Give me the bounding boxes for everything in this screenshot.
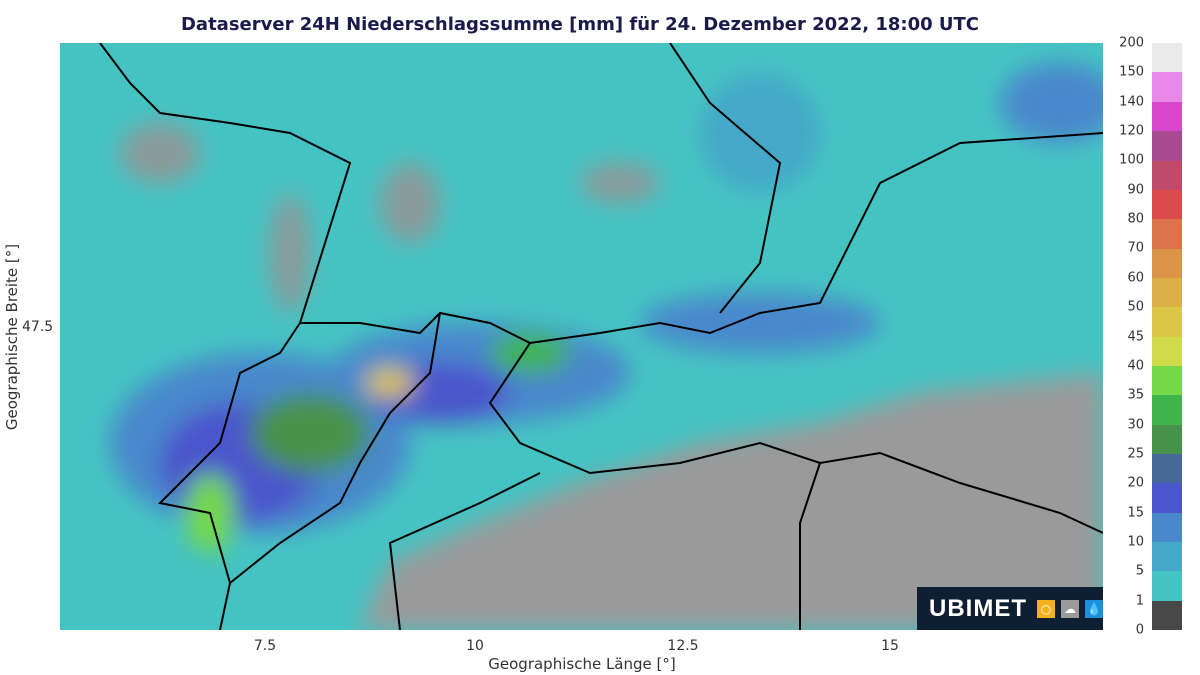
colorbar-segment	[1152, 424, 1182, 454]
colorbar-label: 50	[1127, 299, 1144, 315]
dry-area	[580, 163, 660, 203]
y-tick: 47.5	[22, 319, 54, 335]
colorbar-label: 60	[1127, 270, 1144, 286]
colorbar-label: 35	[1127, 387, 1144, 403]
colorbar-segment	[1152, 189, 1182, 220]
colorbar-label: 30	[1127, 417, 1144, 433]
x-tick: 12.5	[667, 638, 699, 654]
x-tick: 7.5	[253, 638, 277, 654]
colorbar-label: 10	[1127, 534, 1144, 550]
wet-area	[250, 393, 370, 473]
colorbar	[1152, 43, 1182, 630]
colorbar-label: 100	[1119, 152, 1144, 168]
colorbar-label: 120	[1119, 123, 1144, 139]
map-title: Dataserver 24H Niederschlagssumme [mm] f…	[180, 14, 979, 35]
colorbar-label: 150	[1119, 64, 1144, 80]
precipitation-map[interactable]	[60, 43, 1103, 630]
colorbar-label: 1	[1135, 593, 1144, 609]
colorbar-segment	[1152, 101, 1182, 132]
colorbar-segment	[1152, 72, 1182, 102]
sun-icon: ○	[1037, 599, 1055, 618]
colorbar-label: 140	[1119, 94, 1144, 110]
colorbar-segment	[1152, 365, 1182, 396]
ubimet-logo: UBIMET ○ ☁ 💧	[917, 587, 1103, 630]
dry-area	[120, 123, 200, 183]
x-axis-label: Geographische Länge [°]	[488, 655, 676, 673]
colorbar-label: 90	[1127, 182, 1144, 198]
dry-area	[270, 193, 310, 313]
y-axis-label: Geographische Breite [°]	[3, 243, 21, 431]
wet-area	[490, 333, 570, 373]
wet-area	[365, 368, 415, 398]
colorbar-label: 0	[1135, 622, 1144, 638]
wet-area	[640, 293, 880, 353]
colorbar-label: 5	[1135, 563, 1144, 579]
colorbar-segment	[1152, 336, 1182, 366]
colorbar-segment	[1152, 219, 1182, 249]
colorbar-segment	[1152, 395, 1182, 425]
colorbar-label: 200	[1119, 35, 1144, 51]
colorbar-segment	[1152, 512, 1182, 542]
drop-icon: 💧	[1085, 599, 1103, 618]
colorbar-segment	[1152, 277, 1182, 308]
colorbar-label: 45	[1127, 329, 1144, 344]
colorbar-segment	[1152, 43, 1182, 73]
colorbar-segment	[1152, 131, 1182, 161]
colorbar-label: 20	[1127, 475, 1144, 491]
logo-text: UBIMET	[929, 594, 1027, 622]
colorbar-segment	[1152, 453, 1182, 484]
colorbar-segment	[1152, 600, 1182, 630]
colorbar-segment	[1152, 160, 1182, 190]
wet-area	[700, 73, 820, 193]
colorbar-label: 25	[1127, 446, 1144, 462]
x-tick: 15	[881, 638, 899, 654]
colorbar-label: 80	[1127, 211, 1144, 227]
map-layers	[99, 43, 1103, 630]
colorbar-label: 70	[1127, 240, 1144, 256]
colorbar-segment	[1152, 571, 1182, 601]
colorbar-segment	[1152, 307, 1182, 337]
colorbar-segment	[1152, 483, 1182, 513]
colorbar-segment	[1152, 541, 1182, 572]
colorbar-label: 15	[1127, 505, 1144, 521]
x-tick: 10	[466, 638, 484, 654]
dry-area	[380, 163, 440, 243]
country-borders	[99, 43, 1103, 630]
colorbar-segment	[1152, 248, 1182, 278]
colorbar-label: 40	[1127, 358, 1144, 374]
wet-area	[1000, 63, 1103, 143]
dry-area	[360, 373, 1103, 630]
cloud-icon: ☁	[1061, 599, 1079, 618]
